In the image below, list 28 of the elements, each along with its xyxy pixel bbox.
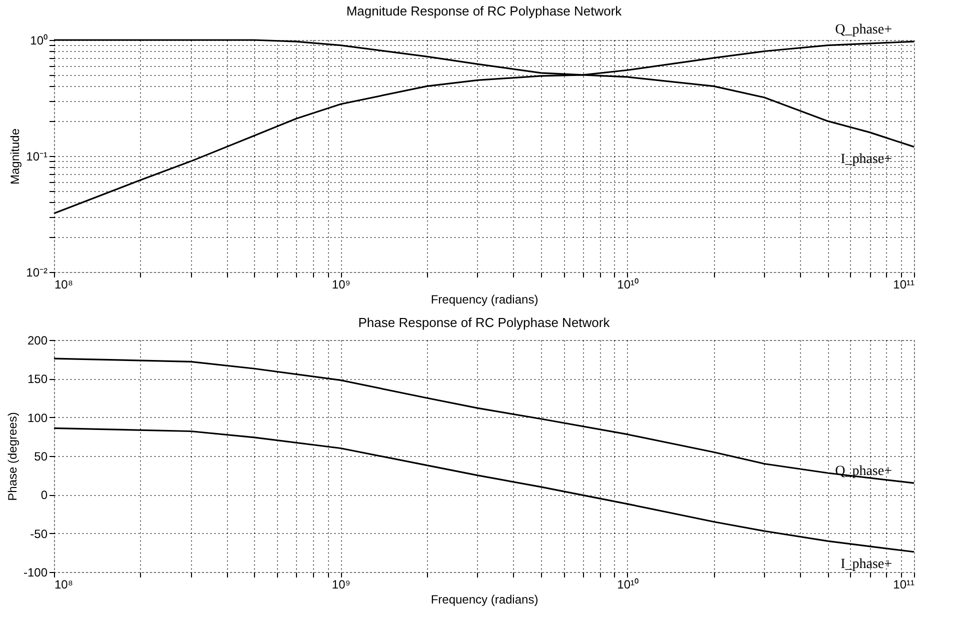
y-tick-label: 50 [34, 450, 48, 464]
y-tick-label: 200 [27, 334, 48, 348]
series-label: Q_phase+ [835, 22, 892, 38]
x-tick-label: 10⁸ [54, 578, 73, 592]
y-tick-label: 10⁰ [30, 34, 48, 48]
x-tick-label: 10¹¹ [893, 278, 914, 292]
x-axis-title: Frequency (radians) [430, 592, 538, 606]
x-tick-label: 10¹¹ [893, 578, 914, 592]
x-tick-label: 10⁹ [332, 578, 350, 592]
x-tick-label: 10¹⁰ [617, 278, 639, 292]
y-axis-title: Magnitude [8, 128, 22, 185]
chart-title: Magnitude Response of RC Polyphase Network [346, 4, 622, 19]
y-tick-label: -100 [23, 566, 48, 580]
y-tick-label: 10⁻¹ [26, 150, 48, 164]
series-label: I_phase+ [840, 152, 892, 167]
y-tick-label: 150 [27, 372, 48, 386]
chart-title: Phase Response of RC Polyphase Network [358, 315, 610, 330]
y-tick-label: 10⁻² [26, 266, 48, 280]
y-axis-title: Phase (degrees) [5, 412, 20, 501]
x-axis-title: Frequency (radians) [430, 292, 538, 306]
x-tick-label: 10⁹ [332, 278, 350, 292]
series-label: Q_phase+ [835, 464, 892, 480]
y-tick-label: 100 [27, 410, 48, 425]
x-tick-label: 10⁸ [54, 278, 73, 292]
x-tick-label: 10¹⁰ [617, 578, 639, 592]
y-tick-label: -50 [30, 526, 48, 541]
y-tick-label: 0 [40, 488, 48, 502]
series-label: I_phase+ [840, 556, 892, 572]
